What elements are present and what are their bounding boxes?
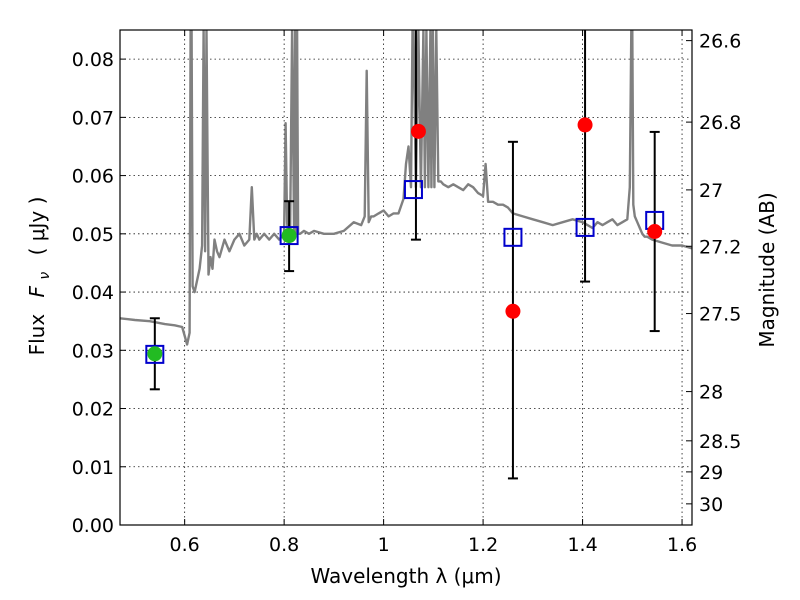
- axis-ticks: [120, 30, 692, 526]
- y2-tick-label: 28: [699, 382, 723, 404]
- y-axis-label-subscript: ν: [37, 272, 53, 280]
- y-tick-label: 0.03: [72, 340, 114, 362]
- y2-axis-label: Magnitude (AB): [755, 192, 779, 347]
- y-tick-label: 0.07: [72, 107, 114, 129]
- x-tick-label: 0.8: [269, 534, 299, 556]
- model-square-marker: [145, 344, 165, 364]
- y-axis-label-symbol: F: [25, 285, 49, 297]
- y2-tick-label: 29: [699, 462, 723, 484]
- x-axis-label: Wavelength λ (μm): [310, 564, 501, 588]
- x-tick-label: 1: [378, 534, 390, 556]
- model-square-marker: [575, 217, 595, 237]
- measured-point-marker: [505, 303, 521, 319]
- y-axis-label-unit: ( μJy ): [25, 197, 49, 256]
- y-tick-label: 0.01: [72, 457, 114, 479]
- model-square-marker: [403, 180, 423, 200]
- detected-point-marker: [147, 346, 163, 362]
- y-tick-label: 0.04: [72, 282, 114, 304]
- model-square-marker: [503, 227, 523, 247]
- x-tick-label: 1.2: [468, 534, 498, 556]
- measured-point-marker: [410, 123, 426, 139]
- y-tick-label: 0.02: [72, 399, 114, 421]
- x-tick-label: 0.6: [170, 534, 200, 556]
- y2-tick-label: 27: [699, 180, 723, 202]
- model-square-marker: [279, 226, 299, 246]
- grid-lines: [120, 30, 692, 526]
- y2-tick-label: 26.6: [699, 31, 741, 53]
- x-tick-label: 1.6: [667, 534, 697, 556]
- plot-area: [120, 30, 692, 480]
- measured-point-marker: [647, 223, 663, 239]
- measured-point-marker: [577, 117, 593, 133]
- y-tick-label: 0.05: [72, 224, 114, 246]
- y2-tick-label: 27.5: [699, 304, 741, 326]
- y2-tick-label: 28.5: [699, 431, 741, 453]
- y2-tick-label: 26.8: [699, 112, 741, 134]
- detected-point-marker: [281, 228, 297, 244]
- y-tick-label: 0.08: [72, 49, 114, 71]
- y2-tick-label: 30: [699, 494, 723, 516]
- y-tick-label: 0.06: [72, 166, 114, 188]
- y-tick-label: 0.00: [72, 515, 114, 537]
- x-tick-label: 1.4: [567, 534, 597, 556]
- tick-labels: 0.6 0.8 1 1.2 1.4 1.6 0.00 0.01 0.02 0.03 0.04 0.05…: [72, 31, 742, 556]
- plot-frame: [119, 29, 693, 526]
- y2-tick-label: 27.2: [699, 236, 741, 258]
- y-axis-label: Flux F ν ( μJy ): [25, 197, 54, 356]
- y-axis-label-word: Flux: [25, 314, 49, 356]
- spectrum-line: [120, 30, 692, 346]
